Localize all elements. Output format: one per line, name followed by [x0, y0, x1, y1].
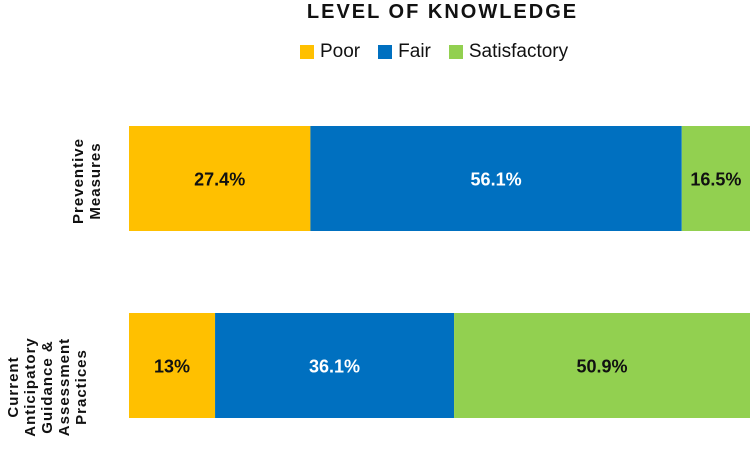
legend-swatch-poor — [300, 45, 314, 59]
legend-label-fair: Fair — [398, 41, 431, 62]
legend-item-poor: Poor — [300, 41, 360, 63]
legend-label-satisfactory: Satisfactory — [468, 41, 569, 62]
bar-satisfactory-1 — [454, 313, 750, 418]
data-label-fair-0: 56.1% — [471, 170, 522, 190]
legend-swatch-fair — [378, 45, 393, 59]
chart-plot-area: 27.4% 56.1% 16.5% 13% 36.1% 50.9% — [129, 126, 750, 418]
legend-item-satisfactory: Satisfactory — [448, 41, 569, 63]
data-label-satisfactory-1: 50.9% — [576, 357, 627, 377]
bar-fair-1 — [215, 313, 455, 418]
bar-poor-0 — [129, 126, 311, 231]
bar-satisfactory-0 — [681, 126, 750, 231]
legend-swatch-satisfactory — [448, 45, 463, 59]
legend-label-poor: Poor — [320, 41, 361, 62]
data-label-poor-0: 27.4% — [194, 170, 245, 190]
bar-poor-1 — [129, 313, 216, 418]
data-label-satisfactory-0: 16.5% — [690, 170, 741, 190]
legend-item-fair: Fair — [378, 41, 431, 63]
data-label-fair-1: 36.1% — [309, 357, 360, 377]
bar-fair-0 — [310, 126, 682, 231]
chart-title: LEVEL OF KNOWLEDGE — [306, 1, 579, 23]
data-label-poor-1: 13% — [154, 357, 190, 377]
chart-legend: Poor Fair Satisfactory — [300, 41, 586, 63]
